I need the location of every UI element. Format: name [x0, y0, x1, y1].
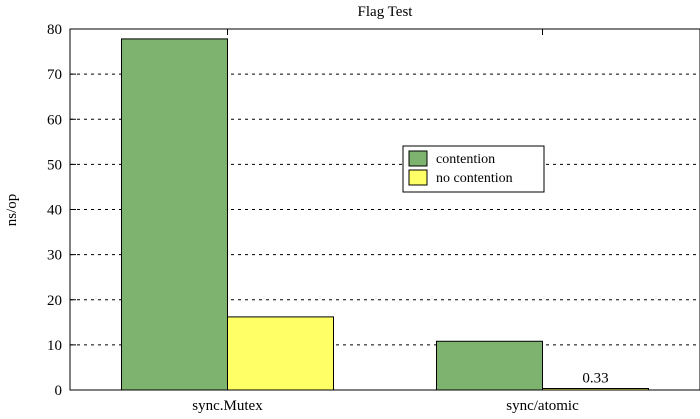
x-tick-label: sync.Mutex	[192, 398, 263, 414]
legend-swatch	[408, 150, 428, 167]
y-tick-label: 10	[47, 338, 62, 354]
y-axis-label: ns/op	[4, 194, 20, 227]
bars: 0.33	[121, 38, 649, 391]
y-tick-label: 30	[47, 248, 62, 264]
legend: contention no contention	[402, 145, 545, 193]
y-tick-label: 40	[47, 203, 62, 219]
y-tick-label: 60	[47, 112, 62, 128]
y-tick-label: 80	[47, 22, 62, 38]
y-tick-label: 20	[47, 293, 62, 309]
plot-frame	[69, 28, 700, 391]
chart-title: Flag Test	[358, 4, 414, 20]
x-tick-label: sync/atomic	[506, 398, 579, 414]
y-tick-label: 0	[55, 383, 63, 399]
legend-label: no contention	[436, 171, 513, 186]
legend-swatch	[408, 169, 428, 186]
legend-label: contention	[436, 152, 495, 167]
bar-no-contention-0	[227, 316, 334, 391]
y-tick-label: 50	[47, 157, 62, 173]
data-label: 0.33	[582, 371, 608, 387]
bar-contention-1	[436, 340, 543, 391]
bar-contention-0	[121, 38, 228, 391]
axis-ticks: 0 10 20 30 40 50 60 70 80 sync.Mutex sync/atomic	[47, 22, 579, 414]
y-tick-label: 70	[47, 67, 62, 83]
